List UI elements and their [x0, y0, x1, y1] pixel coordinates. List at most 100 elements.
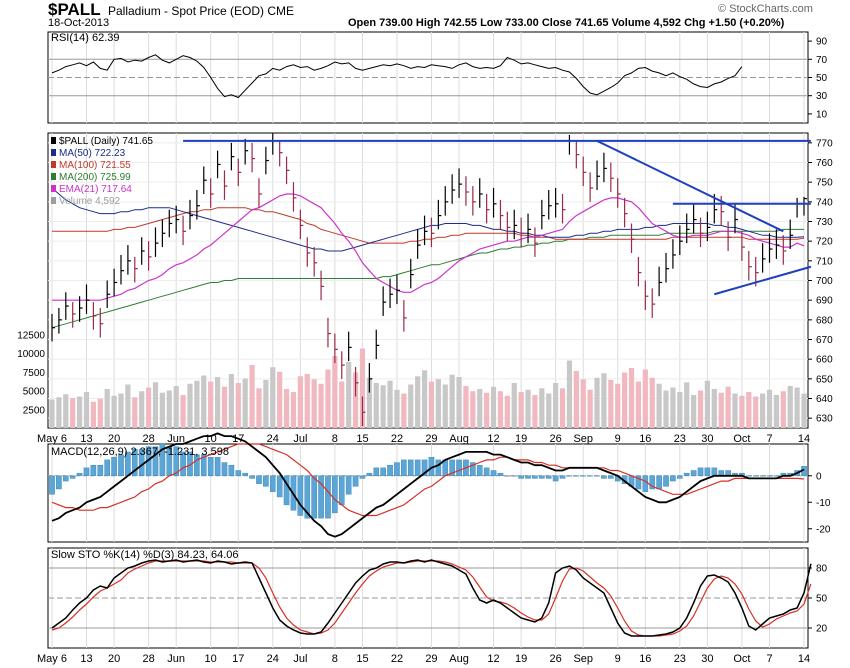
- ohlc-summary: Open 739.00 High 742.55 Low 733.00 Close…: [348, 17, 785, 29]
- axis-tick-label: 740: [816, 197, 833, 208]
- x-tick-label: Oct: [733, 653, 750, 665]
- volume-bar: [166, 390, 172, 428]
- macd-histogram-bar: [759, 475, 766, 477]
- macd-histogram-bar: [490, 470, 497, 476]
- brand-watermark: © StockCharts.com: [718, 3, 813, 15]
- chart-date: 18-Oct-2013: [48, 17, 110, 29]
- volume-bar: [663, 390, 669, 428]
- axis-tick-label: 640: [816, 394, 833, 405]
- volume-bar: [311, 379, 317, 428]
- macd-histogram-bar: [104, 459, 110, 476]
- instrument-description: Palladium - Spot Price (EOD) CME: [108, 4, 295, 18]
- macd-histogram-bar: [573, 475, 580, 477]
- volume-bar: [228, 374, 234, 428]
- volume-bar: [214, 377, 221, 428]
- x-tick-label: 29: [425, 433, 437, 445]
- macd-histogram-bar: [256, 475, 262, 484]
- x-tick-label: 24: [267, 433, 279, 445]
- volume-bar: [415, 376, 421, 428]
- axis-tick-label: 650: [816, 374, 833, 385]
- macd-histogram-bar: [345, 475, 352, 495]
- macd-histogram-bar: [62, 475, 69, 482]
- macd-histogram-bar: [525, 475, 531, 479]
- macd-histogram-bar: [131, 449, 138, 476]
- volume-bar: [442, 384, 448, 428]
- macd-histogram-bar: [235, 470, 242, 476]
- volume-bar: [270, 367, 276, 428]
- axis-tick-label: 0: [816, 471, 822, 482]
- macd-histogram-bar: [180, 451, 186, 476]
- macd-histogram-bar: [380, 467, 386, 476]
- macd-histogram-bar: [766, 475, 773, 477]
- volume-bar: [76, 396, 83, 428]
- volume-bar: [352, 372, 359, 428]
- macd-histogram-bar: [394, 462, 400, 476]
- volume-bar: [180, 395, 186, 428]
- x-tick-label: 19: [515, 653, 527, 665]
- x-tick-label: 10: [205, 653, 217, 665]
- volume-bar: [518, 392, 524, 428]
- volume-bar: [456, 377, 462, 428]
- volume-bar: [718, 392, 724, 428]
- volume-bar: [677, 392, 683, 428]
- macd-histogram-bar: [752, 475, 759, 477]
- macd-histogram-bar: [228, 464, 235, 476]
- x-tick-label: 26: [550, 433, 562, 445]
- volume-bar: [525, 389, 531, 428]
- volume-bar: [539, 388, 545, 428]
- volume-bar: [732, 393, 738, 428]
- volume-bar: [173, 386, 179, 428]
- x-tick-label: Oct: [733, 433, 750, 445]
- x-tick-label: May 6: [37, 653, 67, 665]
- macd-histogram-bar: [690, 470, 697, 476]
- macd-histogram-bar: [283, 475, 290, 506]
- axis-tick-label: 670: [816, 335, 833, 346]
- x-tick-label: 22: [391, 433, 403, 445]
- macd-histogram-bar: [318, 475, 324, 519]
- legend-label: $PALL (Daily) 741.65: [59, 136, 153, 147]
- volume-bar: [497, 391, 504, 428]
- macd-histogram-bar: [580, 475, 587, 477]
- volume-bar: [201, 375, 207, 428]
- volume-bar: [615, 383, 621, 428]
- volume-bar: [428, 381, 435, 428]
- volume-bar: [394, 389, 400, 428]
- axis-tick-label: 700: [816, 276, 833, 287]
- axis-tick-label: 720: [816, 237, 833, 248]
- volume-bar: [435, 379, 441, 428]
- trendline: [714, 265, 812, 296]
- axis-tick-label: 730: [816, 217, 833, 228]
- x-tick-label: Aug: [449, 433, 469, 445]
- volume-bar: [766, 389, 773, 428]
- macd-histogram-bar: [304, 475, 311, 519]
- legend-label: Volume 4,592: [59, 196, 121, 207]
- volume-bar: [194, 380, 200, 428]
- volume-bar: [387, 380, 393, 428]
- volume-bar: [504, 395, 510, 428]
- volume-bar: [111, 395, 117, 428]
- macd-histogram-bar: [435, 459, 442, 476]
- x-tick-label: 14: [798, 433, 810, 445]
- volume-bar: [649, 377, 655, 428]
- volume-bar: [90, 401, 96, 428]
- volume-bar: [332, 356, 338, 428]
- x-tick-label: 12: [487, 653, 499, 665]
- macd-histogram-bar: [683, 472, 690, 476]
- macd-histogram-bar: [263, 475, 269, 487]
- x-tick-label: Jul: [293, 433, 307, 445]
- macd-histogram-bar: [483, 467, 490, 476]
- macd-histogram-bar: [338, 475, 345, 506]
- volume-bar: [635, 381, 642, 428]
- x-tick-label: 20: [108, 433, 120, 445]
- volume-bar: [580, 379, 586, 428]
- volume-axis-label: 10000: [17, 349, 45, 360]
- legend-swatch: [51, 185, 56, 192]
- volume-bar: [684, 382, 690, 428]
- axis-tick-label: 20: [816, 624, 828, 635]
- macd-histogram-bar: [608, 475, 614, 479]
- axis-tick-label: 50: [816, 594, 828, 605]
- volume-bar: [152, 382, 159, 428]
- axis-tick-label: 80: [816, 564, 828, 575]
- macd-histogram-bar: [221, 462, 228, 476]
- volume-bar: [187, 383, 193, 428]
